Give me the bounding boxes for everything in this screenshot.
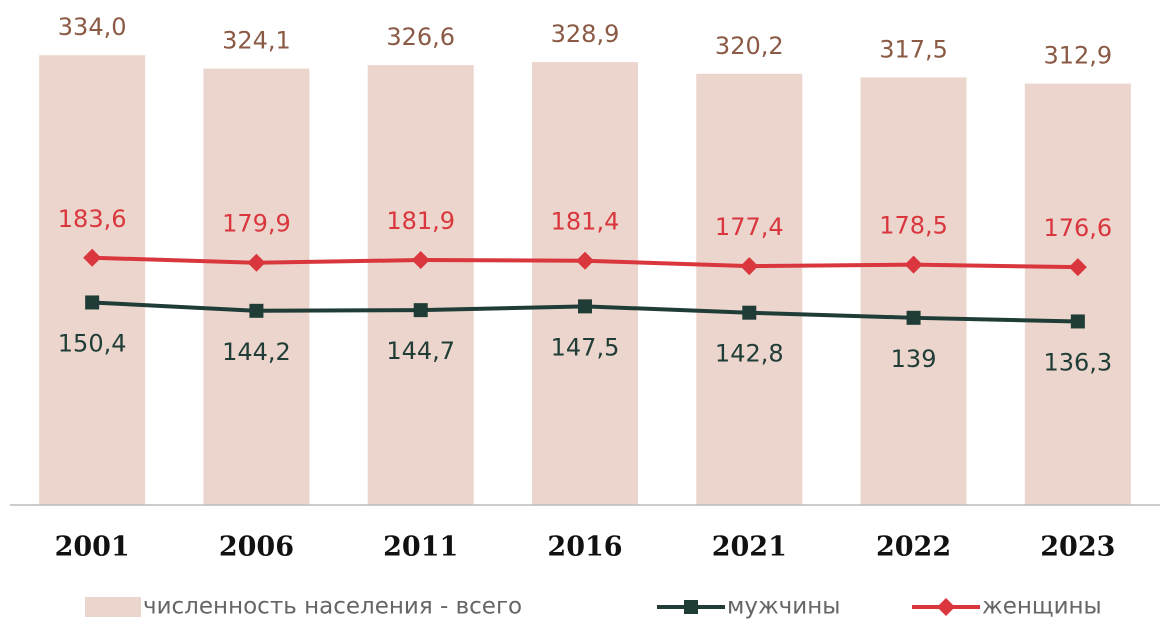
line-marker xyxy=(1070,314,1085,329)
line-marker xyxy=(578,299,592,314)
line-value-label: 181,9 xyxy=(386,207,455,235)
line-marker xyxy=(740,257,759,276)
line-value-label: 176,6 xyxy=(1043,214,1112,242)
legend-marker xyxy=(937,598,955,616)
line-value-label: 139 xyxy=(891,345,937,373)
line-marker xyxy=(1068,258,1087,277)
line-value-label: 179,9 xyxy=(222,210,291,238)
line-value-label: 178,5 xyxy=(879,212,948,240)
bar xyxy=(1024,83,1131,506)
line-value-label: 181,4 xyxy=(551,208,620,236)
bar-value-label: 320,2 xyxy=(715,32,784,60)
line-marker xyxy=(85,295,100,310)
line-marker xyxy=(904,255,923,274)
bar xyxy=(367,65,474,506)
bar xyxy=(860,77,967,505)
bar-value-label: 326,6 xyxy=(386,23,455,51)
line-value-label: 144,7 xyxy=(386,337,455,365)
x-tick-label: 2021 xyxy=(712,532,787,563)
bar-value-label: 317,5 xyxy=(879,35,948,63)
line-marker xyxy=(742,305,757,320)
legend-label: мужчины xyxy=(727,594,840,620)
line-value-label: 150,4 xyxy=(58,329,127,357)
line-marker xyxy=(576,251,594,270)
bar xyxy=(532,62,638,506)
legend-swatch xyxy=(85,597,141,617)
bar xyxy=(696,73,803,505)
bar xyxy=(39,55,146,506)
line-marker xyxy=(249,303,264,318)
x-tick-label: 2001 xyxy=(55,532,130,563)
legend-marker xyxy=(684,600,698,614)
line-marker xyxy=(83,248,102,267)
x-tick-label: 2011 xyxy=(383,532,458,563)
bar-value-label: 328,9 xyxy=(551,20,620,48)
bar xyxy=(203,68,310,505)
line-marker xyxy=(411,251,430,270)
x-tick-label: 2016 xyxy=(547,532,622,563)
line-value-label: 136,3 xyxy=(1043,348,1112,376)
line-value-label: 147,5 xyxy=(551,333,620,361)
x-tick-label: 2022 xyxy=(876,532,951,563)
legend-label: численность населения - всего xyxy=(143,594,522,620)
line-value-label: 144,2 xyxy=(222,338,291,366)
bar-value-label: 334,0 xyxy=(58,13,127,41)
x-tick-label: 2006 xyxy=(219,532,294,563)
line-value-label: 177,4 xyxy=(715,213,784,241)
line-value-label: 142,8 xyxy=(715,340,784,368)
legend-label: женщины xyxy=(982,594,1102,620)
line-value-label: 183,6 xyxy=(58,205,127,233)
bar-value-label: 324,1 xyxy=(222,27,291,55)
line-marker xyxy=(906,310,921,325)
bar-value-label: 312,9 xyxy=(1043,42,1112,70)
line-marker xyxy=(247,253,266,272)
line-marker xyxy=(413,303,428,318)
x-tick-label: 2023 xyxy=(1040,532,1115,563)
